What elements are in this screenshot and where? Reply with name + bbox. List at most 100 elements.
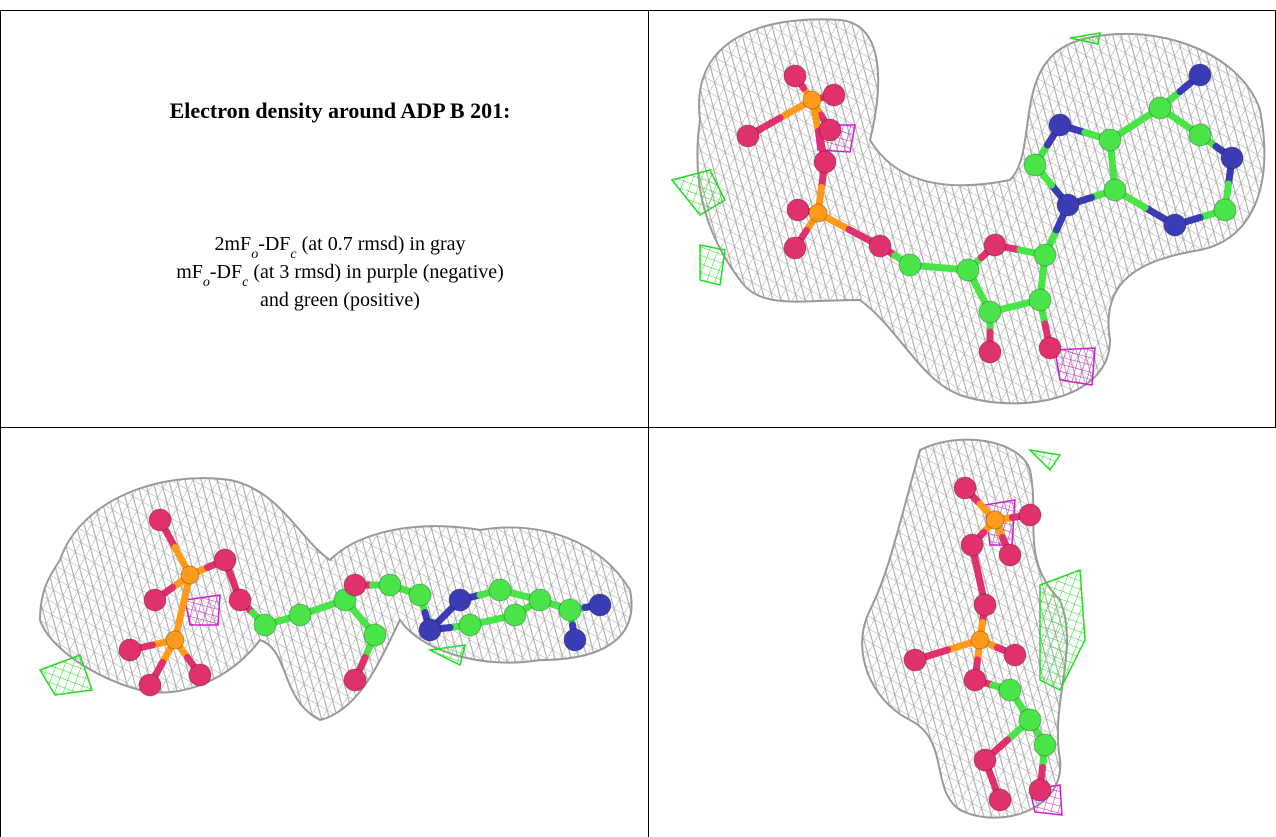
atom [1103, 178, 1127, 202]
subscript: c [290, 247, 297, 262]
atom [118, 638, 142, 662]
atom [1028, 288, 1052, 312]
atom [822, 83, 846, 107]
atom [1018, 503, 1042, 527]
atom [563, 628, 587, 652]
atom [985, 510, 1005, 530]
atom [528, 588, 552, 612]
atom [736, 124, 760, 148]
atom [488, 578, 512, 602]
positive-density [670, 169, 726, 216]
atom [408, 583, 432, 607]
atom [988, 788, 1012, 812]
atom [978, 300, 1002, 324]
caption-text: (at 3 rmsd) in purple (negative) [248, 261, 503, 283]
molecule-view [38, 477, 633, 722]
caption-text: and green (positive) [260, 289, 420, 311]
molecule-views [38, 18, 1266, 819]
atom [1028, 778, 1052, 802]
atom [953, 476, 977, 500]
atom [343, 668, 367, 692]
caption-text: (at 0.7 rmsd) in gray [297, 233, 466, 255]
caption-text: mF [176, 261, 203, 283]
atom [1023, 153, 1047, 177]
atom [978, 340, 1002, 364]
atom [418, 618, 442, 642]
positive-density [1039, 568, 1086, 692]
atom [228, 588, 252, 612]
atom [1213, 198, 1237, 222]
atom [960, 533, 984, 557]
atom [363, 623, 387, 647]
subscript: o [251, 247, 258, 262]
atom [998, 543, 1022, 567]
caption-text: 2mF [215, 233, 252, 255]
atom [1220, 146, 1244, 170]
atom [1163, 213, 1187, 237]
subscript: o [203, 275, 210, 290]
atom [448, 588, 472, 612]
atom [558, 598, 582, 622]
atom [903, 648, 927, 672]
caption-line: mFo-DFc (at 3 rmsd) in purple (negative) [176, 261, 504, 290]
atom [213, 548, 237, 572]
atom [1038, 336, 1062, 360]
atom [1098, 128, 1122, 152]
caption-title: Electron density around ADP B 201: [170, 98, 511, 123]
atom [1033, 733, 1057, 757]
atom [165, 630, 185, 650]
positive-density [38, 654, 94, 696]
atom [998, 678, 1022, 702]
atom [813, 150, 837, 174]
positive-density [1027, 448, 1062, 472]
caption-line: 2mFo-DFc (at 0.7 rmsd) in gray [215, 233, 466, 262]
atom [802, 90, 822, 110]
atom [783, 236, 807, 260]
atom [138, 673, 162, 697]
atom [288, 603, 312, 627]
atom [1188, 123, 1212, 147]
atom [808, 203, 828, 223]
atom [458, 613, 482, 637]
atom [783, 64, 807, 88]
atom [970, 630, 990, 650]
atom [1033, 243, 1057, 267]
atom [378, 573, 402, 597]
atom [898, 253, 922, 277]
atom [818, 118, 842, 142]
atom [588, 593, 612, 617]
positive-density [1069, 32, 1101, 45]
atom [786, 198, 810, 222]
atom [1003, 643, 1027, 667]
density-mesh [696, 18, 1266, 405]
atom [343, 573, 367, 597]
subscript: c [242, 275, 249, 290]
atom [253, 613, 277, 637]
atom [1048, 113, 1072, 137]
caption-text: -DF [258, 233, 290, 255]
atom [180, 565, 200, 585]
molecule-view [670, 18, 1266, 405]
caption-text: -DF [210, 261, 242, 283]
atom [963, 668, 987, 692]
molecule-view [861, 438, 1086, 819]
atom [868, 234, 892, 258]
atom [973, 748, 997, 772]
positive-density [427, 644, 466, 667]
negative-density [1054, 347, 1096, 386]
atom [983, 233, 1007, 257]
atom [148, 508, 172, 532]
negative-density [184, 594, 221, 626]
positive-density [699, 244, 726, 286]
caption-line: and green (positive) [260, 289, 420, 311]
atom [143, 588, 167, 612]
atom [956, 258, 980, 282]
atom [1148, 96, 1172, 120]
atom [503, 603, 527, 627]
atom [973, 593, 997, 617]
atom [1056, 193, 1080, 217]
atom [1188, 63, 1212, 87]
